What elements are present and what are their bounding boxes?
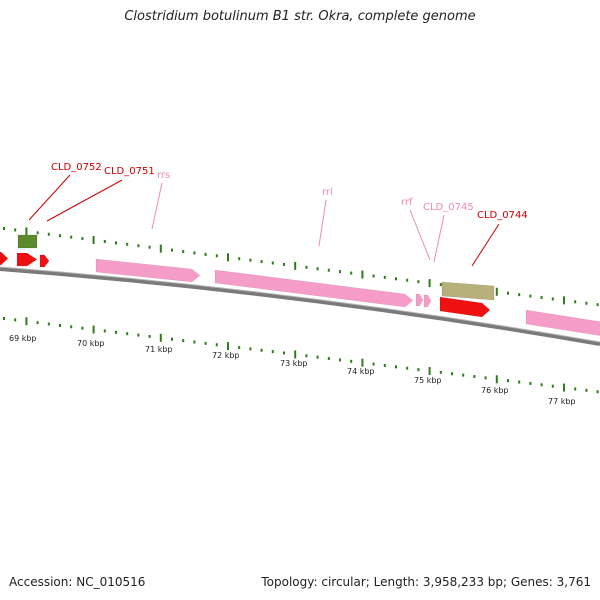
gene-box-cld-0745[interactable] bbox=[441, 281, 495, 301]
genome-summary: Topology: circular; Length: 3,958,233 bp… bbox=[261, 575, 591, 589]
gene-label[interactable]: CLD_0752 bbox=[51, 162, 102, 173]
map-title: Clostridium botulinum B1 str. Okra, comp… bbox=[124, 9, 476, 24]
gene-label[interactable]: rrs bbox=[157, 170, 170, 181]
rrna-rrs-arrow[interactable] bbox=[95, 258, 201, 283]
kbp-scale-label: 70 kbp bbox=[77, 339, 105, 348]
gene-label-leader bbox=[471, 223, 500, 267]
genome-backbone-highlight bbox=[0, 266, 600, 343]
kbp-scale-label: 75 kbp bbox=[414, 376, 442, 385]
kbp-scale-label: 69 kbp bbox=[9, 334, 37, 343]
kbp-scale-label: 74 kbp bbox=[347, 367, 375, 376]
gene-label[interactable]: CLD_0744 bbox=[477, 210, 528, 221]
rrna-arrow-right[interactable] bbox=[525, 309, 600, 336]
gene-box-cld-0752[interactable] bbox=[17, 234, 38, 249]
gene-label[interactable]: rrl bbox=[322, 187, 333, 198]
gene-label[interactable]: CLD_0751 bbox=[104, 166, 155, 177]
gene-label-leader bbox=[433, 214, 445, 263]
gene-label-leader bbox=[151, 182, 163, 230]
accession-label: Accession: NC_010516 bbox=[9, 575, 146, 589]
cds-arrow[interactable] bbox=[39, 254, 50, 268]
gene-label-leader bbox=[318, 199, 327, 247]
kbp-scale-label: 71 kbp bbox=[145, 345, 173, 354]
kbp-scale-label: 72 kbp bbox=[212, 351, 240, 360]
kbp-scale-label: 76 kbp bbox=[481, 386, 509, 395]
rrna-small-arrow[interactable] bbox=[423, 294, 432, 308]
genome-backbone bbox=[0, 267, 600, 346]
gene-label-leader bbox=[409, 209, 431, 261]
cds-arrow[interactable] bbox=[0, 251, 9, 266]
cds-arrow-cld-0744[interactable] bbox=[439, 296, 491, 318]
kbp-scale-label: 77 kbp bbox=[548, 397, 576, 406]
gene-label-leader bbox=[28, 174, 71, 221]
gene-label[interactable]: CLD_0745 bbox=[423, 202, 474, 213]
gene-label-leader bbox=[46, 179, 123, 222]
rrna-rrf-arrow[interactable] bbox=[415, 293, 424, 307]
gene-label[interactable]: rrf bbox=[401, 197, 413, 208]
rrna-rrl-arrow[interactable] bbox=[214, 269, 414, 308]
cds-arrow[interactable] bbox=[16, 252, 38, 267]
kbp-scale-label: 73 kbp bbox=[280, 359, 308, 368]
